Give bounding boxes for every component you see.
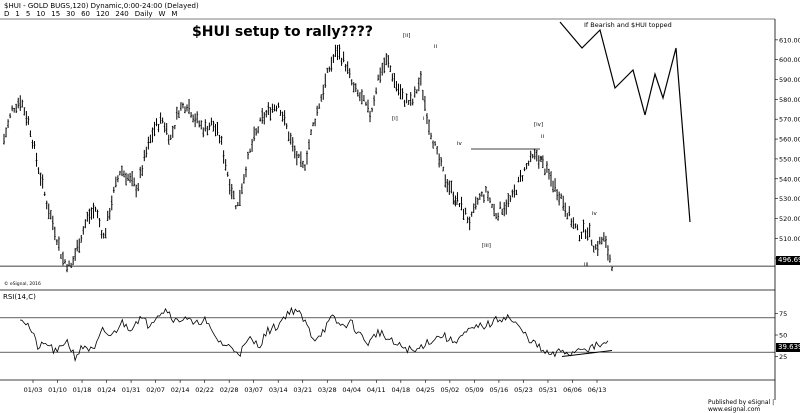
price-tick-label: 530.0000	[779, 195, 800, 203]
timeframe-60[interactable]: 60	[81, 10, 91, 18]
wave-label: [ii]	[403, 33, 410, 39]
rsi-tick-label: 25	[779, 353, 787, 361]
rsi-series-line	[19, 306, 609, 363]
date-tick-label: 04/25	[416, 386, 435, 394]
timeframe-daily[interactable]: Daily	[134, 10, 153, 18]
timeframe-d[interactable]: D	[4, 10, 10, 18]
date-tick-label: 02/28	[220, 386, 239, 394]
date-tick-label: 06/13	[588, 386, 607, 394]
timeframe-5[interactable]: 5	[25, 10, 31, 18]
wave-label: [iv]	[534, 122, 543, 128]
timeframe-toolbar: D 1 5 10 15 30 60 120 240 Daily W M	[4, 10, 183, 18]
projection-note: If Bearish and $HUI topped	[584, 21, 672, 29]
date-tick-label: 02/22	[195, 386, 214, 394]
chart-title: $HUI setup to rally????	[192, 24, 374, 40]
timeframe-1[interactable]: 1	[15, 10, 20, 18]
price-tick-label: 550.0000	[779, 155, 800, 163]
date-tick-label: 03/07	[244, 386, 263, 394]
wave-label: iii	[584, 262, 589, 268]
timeframe-15[interactable]: 15	[51, 10, 61, 18]
price-tick-label: 540.0000	[779, 175, 800, 183]
date-tick-label: 01/31	[122, 386, 141, 394]
wave-label: [i]	[392, 116, 398, 122]
timeframe-120[interactable]: 120	[96, 10, 110, 18]
rsi-axis: 75 50 25	[775, 310, 787, 361]
rsi-trendline	[561, 349, 613, 357]
date-tick-label: 02/07	[146, 386, 165, 394]
timeframe-240[interactable]: 240	[115, 10, 129, 18]
date-tick-label: 03/14	[269, 386, 288, 394]
rsi-tick-label: 75	[779, 310, 787, 318]
date-tick-label: 05/31	[539, 386, 558, 394]
wave-label: iv	[592, 211, 598, 217]
rsi-levels	[0, 317, 775, 353]
price-tick-label: 510.0000	[779, 235, 800, 243]
date-axis: 01/03 01/10 01/18 01/24 01/31 02/07 02/14 02/22…	[24, 380, 607, 394]
projection-polyline	[559, 21, 691, 223]
last-price-badge: 496.6955	[776, 256, 800, 265]
copyright-text: © eSignal, 2016	[4, 282, 41, 287]
wave-label: i	[541, 156, 543, 162]
wave-label: i	[423, 116, 425, 122]
rsi-value-badge: 39.6393	[776, 343, 800, 352]
rsi-label: RSI(14,C)	[3, 293, 36, 301]
timeframe-w[interactable]: W	[158, 10, 166, 18]
projection-path	[559, 21, 691, 223]
timeframe-m[interactable]: M	[171, 10, 178, 18]
price-tick-label: 520.0000	[779, 215, 800, 223]
date-tick-label: 04/11	[367, 386, 386, 394]
date-tick-label: 04/04	[342, 386, 361, 394]
price-tick-label: 580.0000	[779, 96, 800, 104]
date-tick-label: 01/03	[24, 386, 43, 394]
date-tick-label: 03/28	[318, 386, 337, 394]
price-tick-label: 560.0000	[779, 136, 800, 144]
date-tick-label: 05/02	[441, 386, 460, 394]
price-tick-label: 610.0000	[779, 36, 800, 44]
date-tick-label: 05/23	[514, 386, 533, 394]
date-tick-label: 02/14	[171, 386, 190, 394]
rsi-tick-label: 50	[779, 332, 787, 340]
timeframe-10[interactable]: 10	[36, 10, 46, 18]
published-by: Published by eSignal | www.esignal.com	[708, 399, 775, 413]
date-tick-label: 06/06	[563, 386, 582, 394]
date-tick-label: 04/18	[391, 386, 410, 394]
wave-label: iv	[457, 141, 463, 147]
date-tick-label: 05/16	[490, 386, 509, 394]
wave-label: iii	[454, 201, 459, 207]
timeframe-30[interactable]: 30	[66, 10, 76, 18]
price-tick-label: 570.0000	[779, 116, 800, 124]
rsi-trendline-segment	[561, 349, 613, 357]
date-tick-label: 01/24	[97, 386, 116, 394]
symbol-header: $HUI - GOLD BUGS,120) Dynamic,0:00-24:00…	[4, 2, 199, 10]
date-tick-label: 05/09	[465, 386, 484, 394]
price-axis: 610.0000 600.0000 590.0000 580.0000 570.0000…	[775, 36, 800, 263]
wave-label: ii	[434, 44, 438, 50]
rsi-line	[19, 306, 609, 363]
wave-label: [iii]	[482, 243, 491, 249]
price-tick-label: 600.0000	[779, 56, 800, 64]
price-tick-label: 590.0000	[779, 76, 800, 84]
wave-label: ii	[541, 134, 545, 140]
date-tick-label: 01/10	[48, 386, 67, 394]
date-tick-label: 03/21	[293, 386, 312, 394]
price-bars	[3, 44, 613, 273]
date-tick-label: 01/18	[73, 386, 92, 394]
